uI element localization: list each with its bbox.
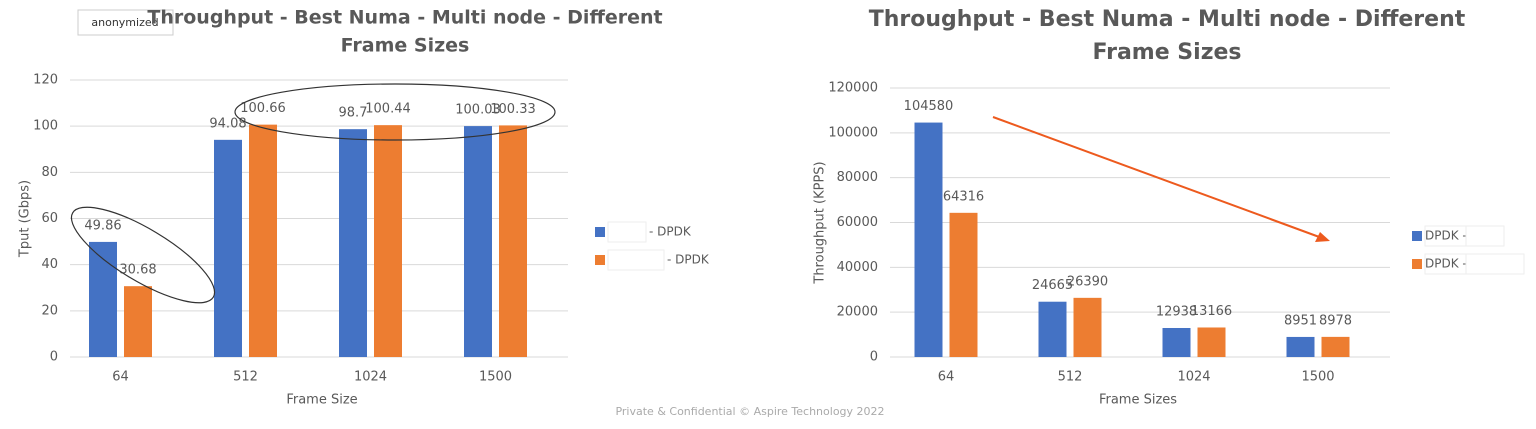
bar — [1073, 297, 1102, 357]
data-label: 100.66 — [240, 101, 286, 116]
data-label: 100.44 — [365, 102, 411, 117]
bar — [949, 212, 978, 357]
legend-redaction — [607, 249, 665, 271]
chart-title: Frame Sizes — [1092, 40, 1241, 65]
y-axis-label: Throughput (KPPS) — [813, 161, 828, 284]
y-tick-label: 0 — [870, 350, 878, 365]
badge: anonymized — [91, 16, 158, 29]
y-tick-label: 120000 — [828, 81, 878, 96]
legend-swatch — [1412, 259, 1422, 269]
legend-swatch — [595, 255, 605, 265]
bar — [464, 126, 492, 358]
legend-swatch — [595, 227, 605, 237]
y-tick-label: 20000 — [837, 305, 878, 320]
data-label: 64316 — [943, 189, 984, 204]
footer: Private & Confidential © Aspire Technolo… — [615, 405, 884, 418]
data-label: 100.33 — [490, 102, 536, 117]
legend-label: DPDK - — [1425, 229, 1467, 243]
x-axis-label: Frame Sizes — [1099, 393, 1177, 408]
data-label: 26390 — [1067, 274, 1108, 289]
annotation-ellipse — [234, 83, 556, 141]
data-label: 100.03 — [455, 103, 501, 118]
bar — [89, 241, 117, 357]
bar — [499, 125, 527, 358]
y-tick-label: 0 — [50, 350, 58, 365]
x-tick-label: 1024 — [354, 370, 387, 385]
legend-redaction — [1465, 225, 1505, 247]
chart-title: Throughput - Best Numa - Multi node - Di… — [147, 7, 662, 29]
x-tick-label: 1500 — [1301, 370, 1334, 385]
bar — [1286, 336, 1315, 357]
y-tick-label: 20 — [41, 303, 58, 318]
bar — [339, 129, 367, 357]
data-label: 30.68 — [119, 263, 156, 278]
bar — [1321, 336, 1350, 357]
legend-redaction — [607, 221, 647, 243]
y-tick-label: 40000 — [837, 260, 878, 275]
data-label: 94.08 — [209, 116, 246, 131]
bar — [124, 286, 152, 357]
charts: Throughput - Best Numa - Multi node - Di… — [18, 7, 1525, 408]
data-label: 24665 — [1032, 278, 1073, 293]
chart-title: Frame Sizes — [341, 35, 470, 57]
data-label: 8951 — [1284, 313, 1317, 328]
bar — [914, 122, 943, 357]
bar — [1038, 301, 1067, 357]
arrow-head — [1315, 232, 1330, 242]
x-tick-label: 1500 — [479, 370, 512, 385]
x-tick-label: 1024 — [1177, 370, 1210, 385]
bar — [1197, 327, 1226, 357]
data-label: 98.7 — [339, 106, 368, 121]
y-tick-label: 80 — [41, 165, 58, 180]
legend-redaction — [1465, 253, 1525, 275]
y-axis-label: Tput (Gbps) — [18, 180, 33, 258]
y-tick-label: 100000 — [828, 125, 878, 140]
chart-title: Throughput - Best Numa - Multi node - Di… — [869, 7, 1466, 32]
data-label: 13166 — [1191, 304, 1232, 319]
y-tick-label: 60000 — [837, 215, 878, 230]
legend-label: - DPDK — [667, 253, 710, 267]
annotation-ellipse — [70, 206, 216, 304]
y-tick-label: 100 — [33, 119, 58, 134]
x-tick-label: 512 — [233, 370, 258, 385]
data-label: 12938 — [1156, 304, 1197, 319]
y-tick-label: 40 — [41, 257, 58, 272]
data-label: 8978 — [1319, 313, 1352, 328]
x-axis-label: Frame Size — [286, 393, 357, 408]
badge-box — [77, 9, 174, 36]
trend-arrow — [992, 116, 1323, 239]
bar — [214, 139, 242, 357]
x-tick-label: 64 — [112, 370, 129, 385]
y-tick-label: 80000 — [837, 170, 878, 185]
legend-label: DPDK - — [1425, 257, 1467, 271]
x-tick-label: 64 — [938, 370, 955, 385]
legend-swatch — [1412, 231, 1422, 241]
y-tick-label: 60 — [41, 211, 58, 226]
x-tick-label: 512 — [1058, 370, 1083, 385]
y-tick-label: 120 — [33, 73, 58, 88]
data-label: 104580 — [904, 99, 954, 114]
data-label: 49.86 — [84, 218, 121, 233]
legend-label: - DPDK — [649, 225, 692, 239]
bar — [1162, 327, 1191, 357]
bar — [249, 124, 277, 358]
bar — [374, 125, 402, 357]
